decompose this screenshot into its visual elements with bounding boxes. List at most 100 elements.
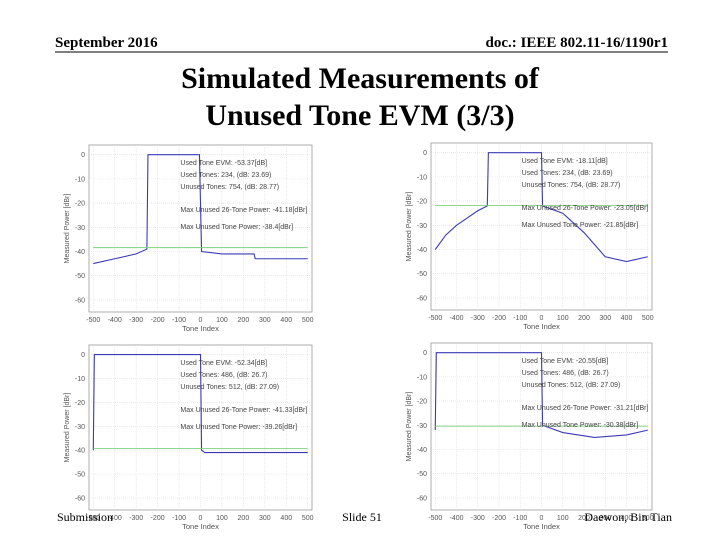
y-axis-label: Measured Power [dBr] [64, 393, 71, 463]
x-tick-label: 200 [578, 515, 590, 522]
x-tick-label: 500 [642, 515, 654, 522]
annotation: Max Unused Tone Power: -30.38[dBr] [522, 422, 639, 429]
x-tick-label: -300 [471, 515, 485, 522]
y-tick-label: -40 [417, 447, 427, 454]
x-tick-label: 100 [216, 515, 228, 522]
y-tick-label: -60 [417, 495, 427, 502]
y-tick-label: -30 [75, 424, 85, 431]
x-tick-label: -300 [471, 315, 485, 322]
x-tick-label: -400 [449, 315, 463, 322]
annotation: Used Tone EVM: -20.55[dB] [522, 358, 609, 365]
y-axis-label: Measured Power [dBr] [406, 392, 413, 462]
x-tick-label: -300 [129, 317, 143, 324]
header-date: September 2016 [55, 35, 158, 51]
annotation: Used Tone EVM: -53.37[dB] [180, 160, 267, 167]
x-tick-label: 200 [238, 515, 250, 522]
x-tick-label: 100 [557, 315, 569, 322]
x-axis-label: Tone Index [182, 522, 219, 531]
annotation: Used Tones: 486, (dB: 26.7) [522, 370, 609, 377]
x-axis-label: Tone Index [523, 322, 560, 331]
annotation: Max Unused 26-Tone Power: -23.05[dBr] [522, 205, 649, 212]
x-tick-label: 300 [599, 315, 611, 322]
y-tick-label: 0 [423, 150, 427, 157]
x-tick-label: -500 [86, 317, 100, 324]
y-tick-label: -20 [417, 399, 427, 406]
y-tick-label: -50 [417, 271, 427, 278]
x-tick-label: 400 [280, 515, 292, 522]
y-tick-label: -40 [75, 448, 85, 455]
annotation: Max Unused Tone Power: -39.26[dBr] [180, 424, 297, 431]
footer-center: Slide 51 [342, 510, 382, 524]
x-tick-label: -300 [129, 515, 143, 522]
y-tick-label: -60 [417, 295, 427, 302]
annotation: Max Unused Tone Power: -21.85[dBr] [522, 222, 639, 229]
x-tick-label: 400 [621, 315, 633, 322]
y-tick-label: -50 [75, 273, 85, 280]
x-tick-label: 400 [280, 317, 292, 324]
annotation: Unused Tones: 754, (dB: 28.77) [180, 184, 279, 191]
x-tick-label: 300 [259, 515, 271, 522]
annotation: Max Unused Tone Power: -38.4[dBr] [180, 224, 293, 231]
x-tick-label: -400 [449, 515, 463, 522]
annotation: Unused Tones: 512, (dB: 27.09) [522, 382, 621, 389]
x-tick-label: 100 [216, 317, 228, 324]
x-tick-label: -200 [151, 317, 165, 324]
x-tick-label: -400 [108, 515, 122, 522]
data-line [434, 152, 648, 263]
x-axis-label: Tone Index [182, 324, 219, 333]
x-tick-label: 500 [302, 515, 314, 522]
x-tick-label: 400 [621, 515, 633, 522]
y-tick-label: -30 [75, 225, 85, 232]
annotation: Used Tones: 234, (dB: 23.69) [522, 170, 613, 177]
x-tick-label: -500 [428, 515, 442, 522]
y-axis-label: Measured Power [dBr] [64, 194, 71, 264]
annotation: Max Unused 26-Tone Power: -41.18[dBr] [180, 207, 307, 214]
annotation: Used Tone EVM: -18.11[dB] [522, 158, 608, 165]
x-tick-label: -100 [172, 515, 186, 522]
title-line: Unused Tone EVM (3/3) [205, 99, 514, 132]
plot-area [88, 144, 313, 313]
x-tick-label: 0 [540, 315, 544, 322]
x-tick-label: -100 [513, 315, 527, 322]
header-doc: doc.: IEEE 802.11-16/1190r1 [485, 35, 668, 51]
x-tick-label: 300 [259, 317, 271, 324]
x-axis-label: Tone Index [523, 522, 560, 531]
footer-left: Submission [57, 510, 113, 524]
y-tick-label: -20 [75, 400, 85, 407]
x-tick-label: 500 [642, 315, 654, 322]
y-tick-label: -30 [417, 423, 427, 430]
data-line [93, 154, 308, 265]
chart: 0 -10 -20 -30 -40 -50 -60 -500 -400 -300 -200 -100 0… [64, 344, 314, 531]
x-tick-label: -500 [86, 515, 100, 522]
y-tick-label: -10 [75, 376, 85, 383]
y-tick-label: -20 [417, 199, 427, 206]
y-tick-label: -10 [417, 174, 427, 181]
data-line [434, 352, 648, 438]
footer: Submission Slide 51 Daewon, Bin Tian [57, 510, 672, 524]
y-tick-label: -40 [417, 247, 427, 254]
x-tick-label: 0 [199, 515, 203, 522]
y-tick-label: -50 [417, 471, 427, 478]
y-tick-label: 0 [81, 152, 85, 159]
annotation: Max Unused 26-Tone Power: -31.21[dBr] [522, 405, 649, 412]
y-tick-label: -50 [75, 472, 85, 479]
x-tick-label: -500 [428, 315, 442, 322]
x-tick-label: -200 [492, 515, 506, 522]
x-tick-label: 200 [238, 317, 250, 324]
x-tick-label: 300 [599, 515, 611, 522]
annotation: Max Unused 26-Tone Power: -41.33[dBr] [180, 407, 307, 414]
y-tick-label: -60 [75, 496, 85, 503]
x-tick-label: 200 [578, 315, 590, 322]
y-tick-label: -30 [417, 223, 427, 230]
annotation: Used Tone EVM: -52.34[dB] [180, 360, 267, 367]
annotation: Unused Tones: 512, (dB: 27.09) [180, 384, 279, 391]
y-axis-label: Measured Power [dBr] [406, 192, 413, 262]
y-tick-label: -10 [417, 374, 427, 381]
x-tick-label: 500 [302, 317, 314, 324]
y-tick-label: 0 [81, 352, 85, 359]
x-tick-label: 100 [557, 515, 569, 522]
x-tick-label: 0 [540, 515, 544, 522]
chart: 0 -10 -20 -30 -40 -50 -60 -500 -400 -300 -200 -100 0… [64, 144, 314, 333]
y-tick-label: 0 [423, 350, 427, 357]
